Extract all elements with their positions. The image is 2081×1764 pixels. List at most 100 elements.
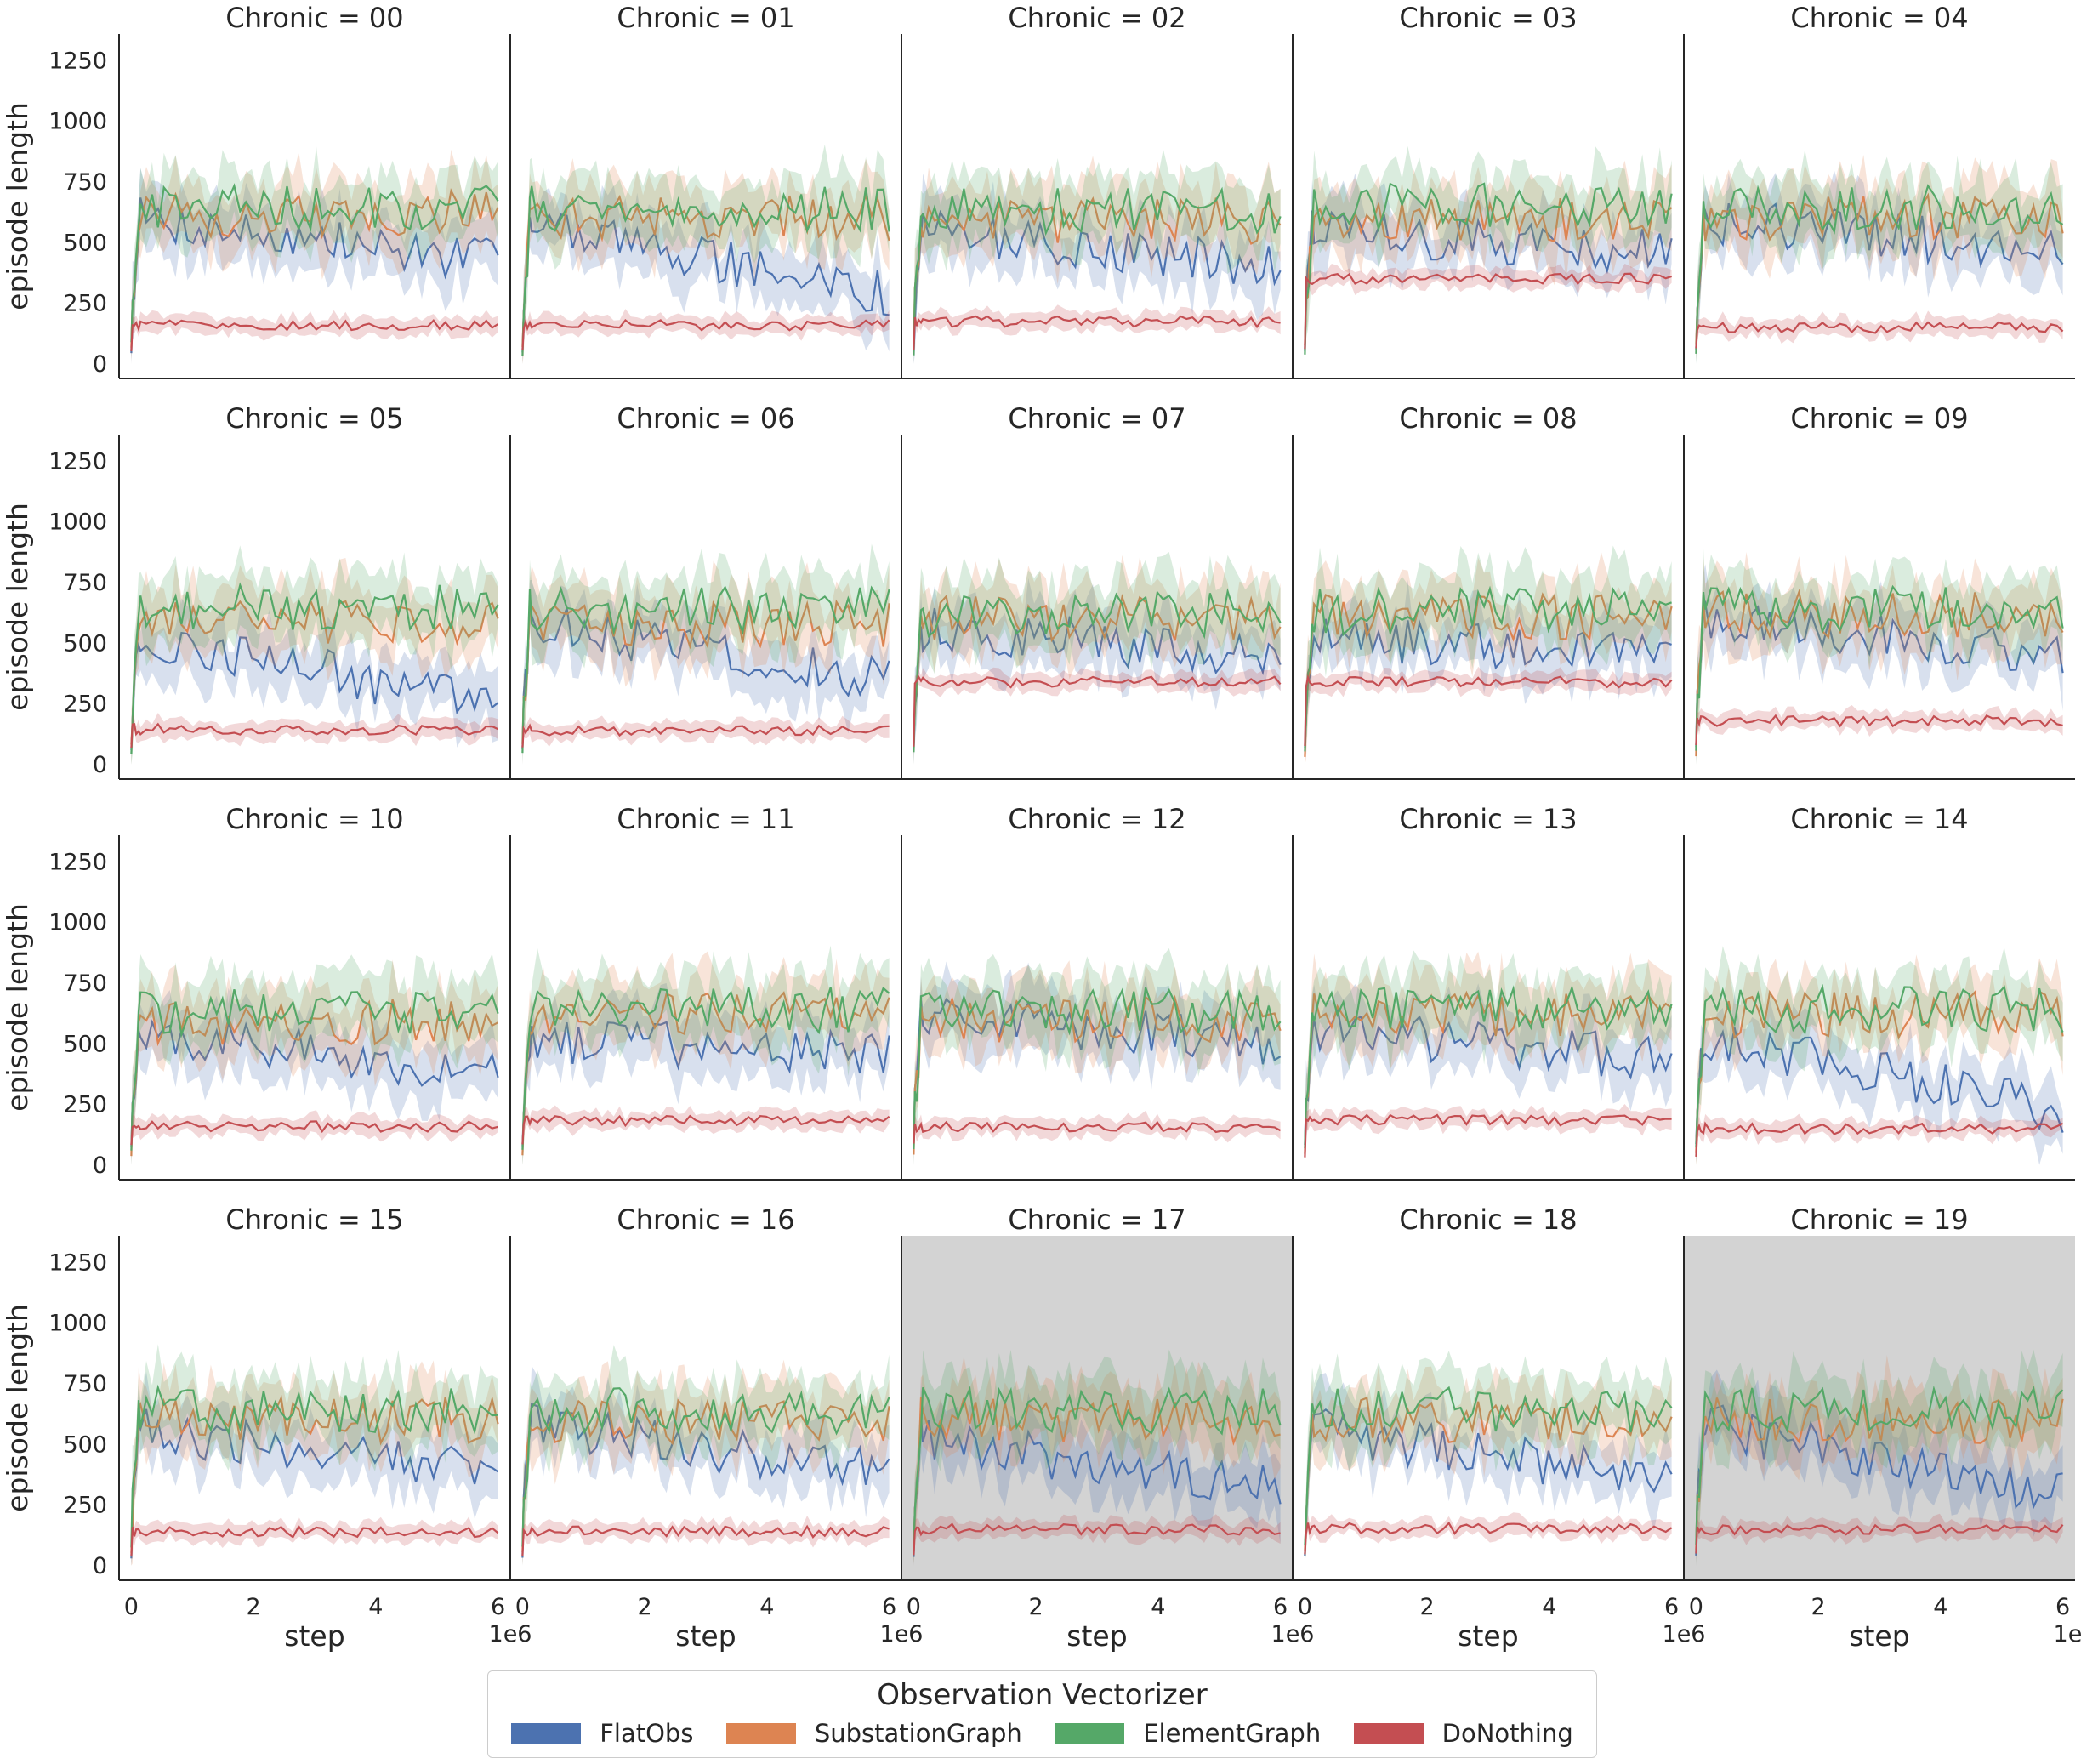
panel-chronic-10: Chronic = 10 0 250 500 750 1000 1250 episode le…: [1, 803, 510, 1181]
panel-title-17: Chronic = 17: [1008, 1204, 1185, 1236]
band-substationgraph-15: [131, 1360, 498, 1566]
legend-label-donothing: DoNothing: [1441, 1719, 1573, 1748]
line-donothing-18: [1304, 1521, 1673, 1555]
band-elementgraph-11: [522, 945, 890, 1165]
band-elementgraph-09: [1696, 549, 2063, 765]
x-axis-label-col3: step: [1458, 1619, 1518, 1653]
panel-title-16: Chronic = 16: [617, 1204, 794, 1236]
line-flatobs-19: [1695, 1404, 2063, 1556]
band-elementgraph-19: [1696, 1349, 2063, 1566]
y-tick-label-750-row2: 750: [63, 970, 107, 997]
line-substationgraph-00: [130, 188, 499, 348]
band-elementgraph-01: [522, 144, 890, 364]
y-tick-label-0-row0: 0: [93, 351, 107, 378]
line-flatobs-17: [913, 1416, 1282, 1557]
legend-swatch-flatobs: [511, 1723, 582, 1744]
band-donothing-11: [522, 1105, 890, 1152]
x-axis-label-col4: step: [1849, 1619, 1909, 1653]
legend-title: Observation Vectorizer: [877, 1678, 1208, 1712]
band-donothing-06: [522, 714, 890, 752]
panel-title-05: Chronic = 05: [225, 402, 403, 435]
x-axis-label-col1: step: [675, 1619, 736, 1653]
x-tick-label-6-col2: 6: [1273, 1594, 1288, 1620]
band-flatobs-06: [522, 579, 890, 765]
x-axis-label-col2: step: [1066, 1619, 1127, 1653]
band-substationgraph-09: [1696, 552, 2063, 765]
line-elementgraph-07: [913, 588, 1282, 753]
band-substationgraph-04: [1696, 155, 2063, 361]
x-tick-label-4-col3: 4: [1542, 1594, 1556, 1620]
band-elementgraph-16: [522, 1345, 890, 1566]
x-tick-label-6-col4: 6: [2055, 1594, 2070, 1620]
line-elementgraph-17: [913, 1386, 1282, 1546]
line-flatobs-01: [521, 212, 890, 353]
line-donothing-14: [1695, 1121, 2064, 1157]
y-axis-label-row1: episode length: [1, 503, 34, 711]
panel-chronic-01: Chronic = 01: [509, 2, 901, 379]
legend-label-flatobs: FlatObs: [600, 1719, 694, 1748]
line-elementgraph-19: [1695, 1385, 2064, 1545]
line-elementgraph-10: [130, 989, 499, 1151]
line-flatobs-14: [1695, 1027, 2064, 1145]
band-donothing-14: [1696, 1112, 2063, 1162]
band-elementgraph-00: [131, 145, 498, 361]
band-flatobs-12: [913, 961, 1281, 1165]
band-donothing-15: [131, 1516, 498, 1566]
line-substationgraph-06: [521, 599, 890, 744]
band-donothing-08: [1305, 665, 1672, 754]
line-substationgraph-09: [1695, 589, 2064, 757]
line-elementgraph-01: [521, 185, 890, 356]
panel-chronic-00: Chronic = 00 0 250 500 750 1000 1250 episode le…: [1, 2, 510, 379]
y-tick-label-1250-row0: 1250: [48, 48, 107, 74]
y-tick-label-250-row2: 250: [63, 1092, 107, 1118]
panel-title-12: Chronic = 12: [1008, 803, 1185, 835]
line-flatobs-13: [1304, 1004, 1673, 1146]
panel-chronic-07: Chronic = 07: [901, 402, 1293, 780]
band-flatobs-01: [522, 185, 890, 364]
line-donothing-06: [521, 723, 890, 748]
band-flatobs-16: [522, 1365, 890, 1566]
band-substationgraph-02: [913, 156, 1281, 364]
line-substationgraph-11: [521, 991, 890, 1156]
legend: Observation Vectorizer FlatObs Substatio…: [487, 1670, 1597, 1758]
line-flatobs-12: [913, 998, 1282, 1146]
band-substationgraph-16: [522, 1359, 890, 1566]
band-donothing-13: [1305, 1104, 1672, 1163]
line-donothing-16: [521, 1524, 890, 1556]
band-flatobs-14: [1696, 993, 2063, 1165]
y-tick-label-1000-row3: 1000: [48, 1311, 107, 1337]
line-flatobs-00: [130, 197, 499, 354]
band-flatobs-17: [913, 1377, 1281, 1566]
line-donothing-10: [130, 1120, 498, 1146]
line-donothing-01: [521, 318, 890, 351]
line-flatobs-08: [1304, 617, 1672, 748]
line-substationgraph-15: [130, 1395, 499, 1553]
band-flatobs-07: [913, 578, 1281, 765]
y-tick-label-1000-row2: 1000: [48, 910, 107, 936]
x-tick-label-4-col4: 4: [1933, 1594, 1947, 1620]
x-offset-label-col2: 1e6: [1271, 1621, 1315, 1647]
line-donothing-07: [913, 674, 1282, 747]
panel-chronic-03: Chronic = 03: [1292, 2, 1684, 379]
line-substationgraph-18: [1304, 1397, 1673, 1551]
line-donothing-13: [1304, 1113, 1672, 1158]
band-substationgraph-12: [913, 960, 1281, 1165]
line-donothing-12: [913, 1120, 1282, 1144]
panel-title-06: Chronic = 06: [617, 402, 794, 435]
panel-chronic-02: Chronic = 02: [901, 2, 1293, 379]
band-flatobs-03: [1305, 173, 1672, 364]
legend-item-substationgraph: SubstationGraph: [725, 1719, 1022, 1748]
band-flatobs-18: [1305, 1373, 1672, 1566]
band-substationgraph-03: [1305, 160, 1672, 364]
band-substationgraph-19: [1696, 1355, 2063, 1566]
band-elementgraph-06: [522, 543, 890, 765]
band-elementgraph-10: [131, 953, 498, 1165]
line-donothing-08: [1304, 674, 1673, 747]
band-substationgraph-01: [522, 158, 890, 364]
panel-title-09: Chronic = 09: [1790, 402, 1968, 435]
band-elementgraph-15: [131, 1344, 498, 1566]
x-tick-label-6-col1: 6: [882, 1594, 896, 1620]
